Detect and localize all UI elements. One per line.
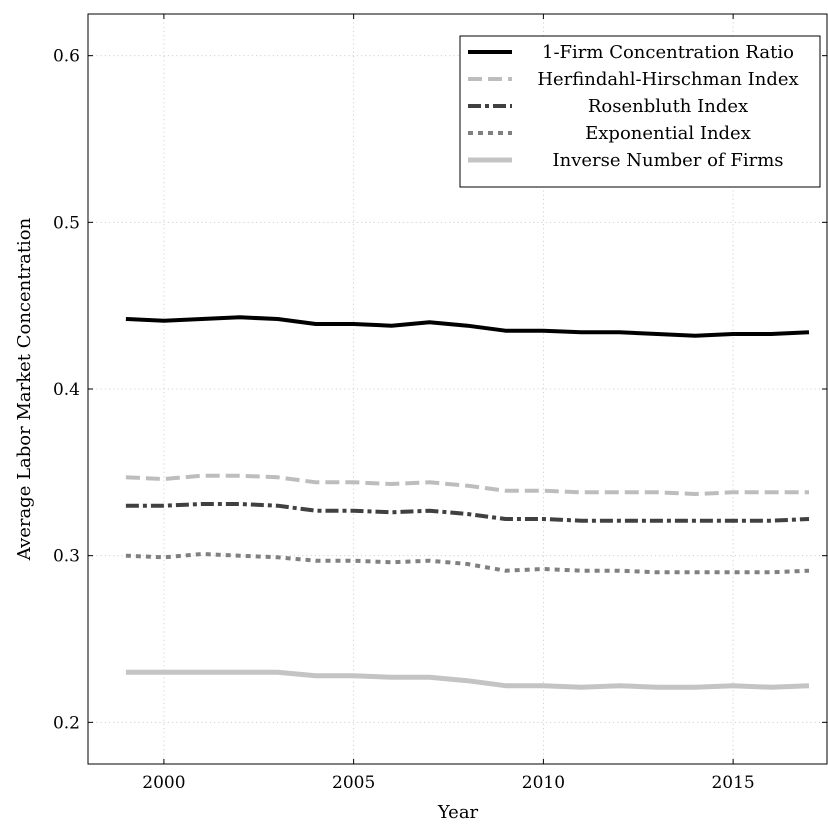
x-tick-label: 2010: [522, 773, 565, 793]
x-tick-label: 2000: [142, 773, 185, 793]
legend-label: Herfindahl-Hirschman Index: [537, 69, 798, 90]
y-tick-label: 0.5: [53, 213, 80, 233]
series-lines: [125, 315, 810, 690]
legend-box: [459, 35, 821, 188]
legend: 1-Firm Concentration Ratio Herfindahl-Hir…: [459, 35, 821, 188]
grid-lines: [88, 14, 828, 764]
series-line-5: [125, 669, 810, 690]
axis-ticks: 2000 2005 2010 2015 0.2 0.3 0.4 0.5 0.6: [53, 14, 827, 793]
series-line-1: [125, 315, 810, 338]
series-line-3: [125, 502, 810, 523]
y-tick-label: 0.3: [53, 547, 80, 567]
legend-label: Inverse Number of Firms: [552, 150, 783, 171]
series-line-2: [125, 473, 809, 496]
y-tick-label: 0.6: [53, 47, 80, 67]
x-tick-label: 2015: [711, 773, 754, 793]
legend-label: 1-Firm Concentration Ratio: [542, 42, 794, 63]
y-axis-label: Average Labor Market Concentration: [14, 217, 35, 561]
series-line-4: [125, 552, 810, 575]
y-tick-label: 0.4: [53, 380, 80, 400]
x-tick-label: 2005: [332, 773, 375, 793]
y-tick-label: 0.2: [53, 713, 80, 733]
legend-label: Rosenbluth Index: [588, 96, 748, 117]
x-axis-label: Year: [437, 802, 479, 823]
legend-label: Exponential Index: [585, 123, 751, 144]
